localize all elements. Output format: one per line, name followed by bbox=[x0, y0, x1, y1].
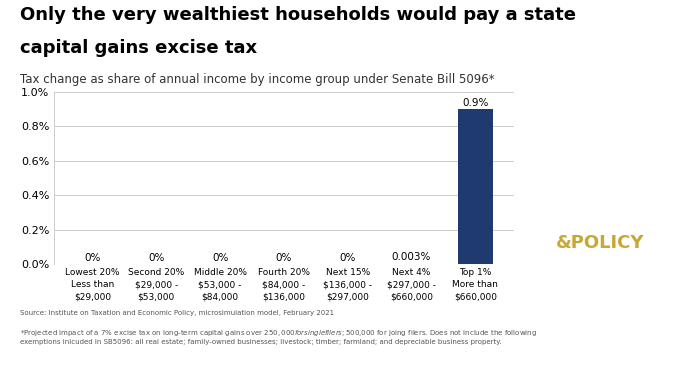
Text: 0%: 0% bbox=[212, 253, 228, 263]
Text: *Projected impact of a 7% excise tax on long-term capital gains over $250,000 fo: *Projected impact of a 7% excise tax on … bbox=[20, 328, 537, 345]
Text: WASHINGTON STATE: WASHINGTON STATE bbox=[570, 181, 630, 186]
Text: 0%: 0% bbox=[276, 253, 292, 263]
Text: capital gains excise tax: capital gains excise tax bbox=[20, 39, 258, 57]
Text: CENTER: CENTER bbox=[560, 268, 639, 286]
Text: 0%: 0% bbox=[148, 253, 164, 263]
Bar bbox=[458, 109, 493, 264]
Text: 0.9%: 0.9% bbox=[462, 98, 489, 108]
Text: 0.003%: 0.003% bbox=[392, 252, 431, 262]
Text: 0%: 0% bbox=[339, 253, 356, 263]
Text: Tax change as share of annual income by income group under Senate Bill 5096*: Tax change as share of annual income by … bbox=[20, 73, 495, 86]
Text: Only the very wealthiest households would pay a state: Only the very wealthiest households woul… bbox=[20, 6, 576, 23]
Text: BUDGET: BUDGET bbox=[558, 201, 642, 219]
Text: &POLICY: &POLICY bbox=[556, 234, 644, 252]
Text: 0%: 0% bbox=[84, 253, 101, 263]
Text: Source: Institute on Taxation and Economic Policy, microsimulation model, Februa: Source: Institute on Taxation and Econom… bbox=[20, 310, 335, 316]
